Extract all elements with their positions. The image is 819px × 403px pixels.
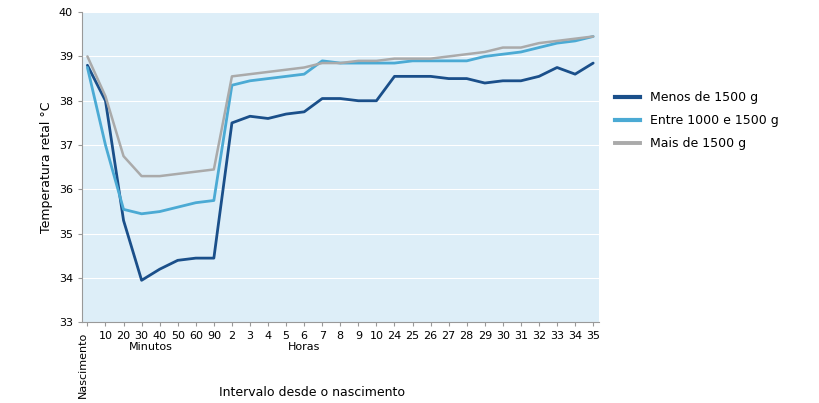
Legend: Menos de 1500 g, Entre 1000 e 1500 g, Mais de 1500 g: Menos de 1500 g, Entre 1000 e 1500 g, Ma… <box>609 86 783 155</box>
Text: Horas: Horas <box>287 343 320 352</box>
Text: Intervalo desde o nascimento: Intervalo desde o nascimento <box>219 386 404 399</box>
Text: Minutos: Minutos <box>129 343 172 352</box>
Y-axis label: Temperatura retal °C: Temperatura retal °C <box>40 102 53 233</box>
